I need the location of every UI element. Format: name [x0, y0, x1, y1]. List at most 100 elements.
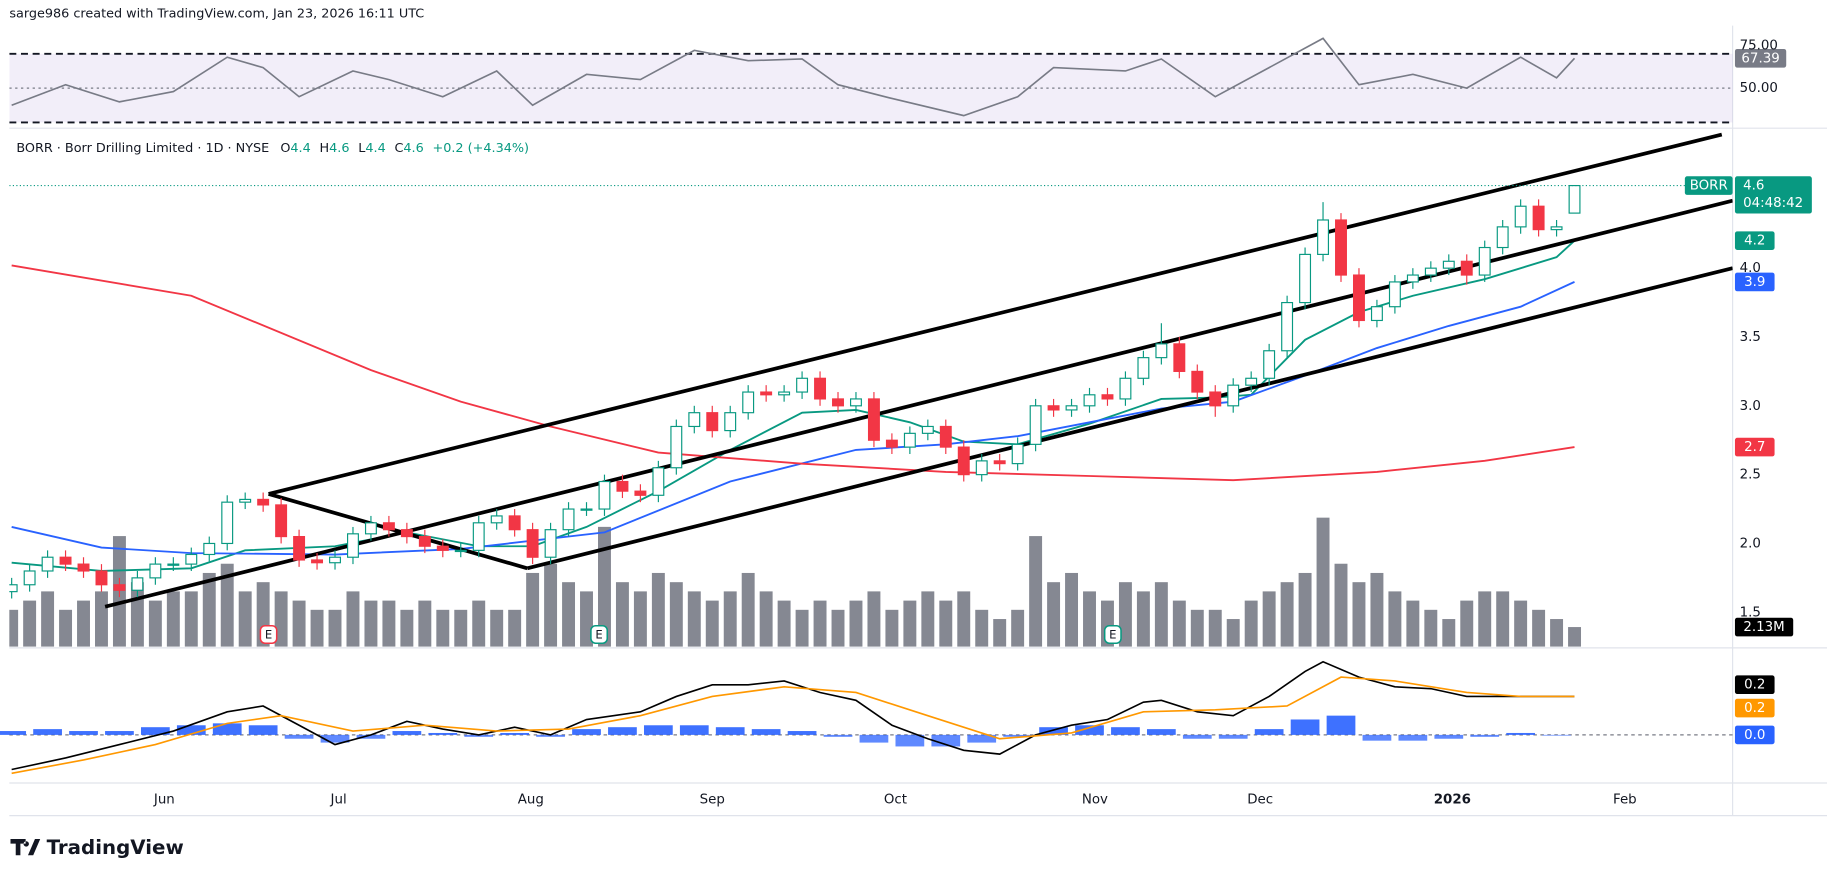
legend-high: 4.6 [329, 140, 349, 155]
legend-close-label: C [394, 140, 403, 155]
rsi-value-badge-bg [1734, 48, 1787, 68]
candle-body [849, 398, 862, 407]
volume-bar [77, 600, 90, 647]
candle-body [1281, 301, 1294, 352]
legend-close: 4.6 [403, 140, 423, 155]
candle-body [1550, 226, 1563, 231]
volume-bar [1226, 619, 1240, 647]
volume-bar [364, 600, 378, 647]
candle-body [760, 391, 773, 396]
candle-body [1065, 405, 1078, 411]
macd-histogram-bar [464, 734, 494, 737]
candle-body [1478, 246, 1491, 276]
ma-value-badge-bg [1734, 272, 1775, 292]
volume-bar [633, 591, 647, 647]
volume-bar [274, 591, 288, 647]
candle-body [652, 467, 665, 496]
legend-low: 4.4 [365, 140, 385, 155]
candle-body [688, 412, 701, 428]
legend-change: +0.2 (+4.34%) [433, 140, 530, 155]
volume-bar [418, 600, 432, 647]
candle-body [724, 412, 737, 432]
macd-line [11, 676, 1575, 775]
macd-value-badge-bg [1734, 675, 1775, 695]
macd-histogram-bar [428, 732, 458, 735]
candle-body [1568, 184, 1581, 214]
time-tick-label: Aug [518, 792, 544, 807]
macd-pane [0, 660, 1733, 775]
volume-bar [957, 591, 971, 647]
earnings-label: E [1109, 628, 1116, 642]
candle-body [9, 584, 18, 593]
volume-bar [867, 591, 881, 647]
candle-body [1155, 343, 1168, 359]
volume-bar [544, 563, 558, 647]
time-tick-label: 2026 [1434, 792, 1471, 807]
volume-bar [1029, 536, 1043, 647]
candle-body [77, 563, 90, 572]
macd-histogram-bar [1398, 734, 1428, 741]
candle-body [580, 508, 593, 511]
volume-bar [1190, 609, 1204, 647]
volume-badge-bg [1734, 617, 1794, 637]
candle-body [418, 535, 431, 547]
candle-body [1460, 260, 1473, 276]
candle-body [1532, 205, 1545, 231]
candle-body [221, 501, 234, 545]
macd-histogram-bar [500, 732, 530, 735]
volume-bar [1298, 572, 1312, 647]
volume-bar [831, 609, 845, 647]
volume-bar [1244, 600, 1258, 647]
time-tick-label: Jul [330, 792, 347, 807]
time-tick-label: Feb [1613, 792, 1637, 807]
ticker-tag-bg [1684, 176, 1733, 195]
volume-bar [400, 609, 414, 647]
last-price-badge-bg [1734, 176, 1812, 214]
candle-body [1352, 274, 1365, 322]
macd-histogram-bar [823, 734, 853, 737]
volume-bar [615, 582, 629, 647]
candle-body [993, 460, 1006, 465]
macd-histogram-bar [787, 731, 817, 735]
macd-histogram-bar [1146, 729, 1176, 735]
volume-bar [1280, 582, 1294, 647]
candle-body [293, 535, 306, 561]
volume-bar [1011, 609, 1025, 647]
macd-histogram-bar [140, 727, 170, 735]
volume-bar [436, 609, 450, 647]
macd-histogram-bar [33, 729, 62, 735]
candle-body [1317, 219, 1330, 255]
rsi-line [11, 37, 1576, 117]
candle-body [41, 556, 54, 572]
time-tick-label: Sep [700, 792, 725, 807]
macd-histogram-bar [1039, 727, 1068, 735]
volume-bar [166, 591, 180, 647]
volume-bar [669, 582, 683, 647]
candle-body [921, 425, 934, 434]
macd-histogram-badge: 0.0 [1744, 728, 1765, 743]
macd-histogram-bar [643, 725, 673, 735]
trend-line [526, 266, 1733, 571]
macd-histogram-bar [1218, 734, 1248, 739]
volume-bar [741, 572, 755, 647]
rsi-value-badge: 67.39 [1741, 51, 1779, 66]
candle-body [598, 480, 611, 510]
macd-histogram-bar [679, 725, 709, 735]
volume-bar [795, 609, 809, 647]
volume-bar [1460, 600, 1474, 647]
price-tick-label: 4.0 [1740, 261, 1761, 276]
macd-histogram-bar [715, 727, 745, 735]
candle-body [885, 439, 898, 448]
volume-bar [1118, 582, 1132, 647]
macd-histogram-bar [1111, 727, 1140, 735]
macd-histogram-bar [105, 731, 134, 735]
candle-body [490, 515, 503, 524]
footer-logo: TradingView [10, 836, 184, 859]
candle-body [903, 432, 916, 448]
volume-bar [1262, 591, 1276, 647]
candle-body [1191, 370, 1204, 393]
candle-body [1209, 391, 1222, 407]
legend-low-label: L [358, 140, 366, 155]
macd-histogram-bar [572, 729, 601, 735]
candle-body [167, 563, 180, 566]
